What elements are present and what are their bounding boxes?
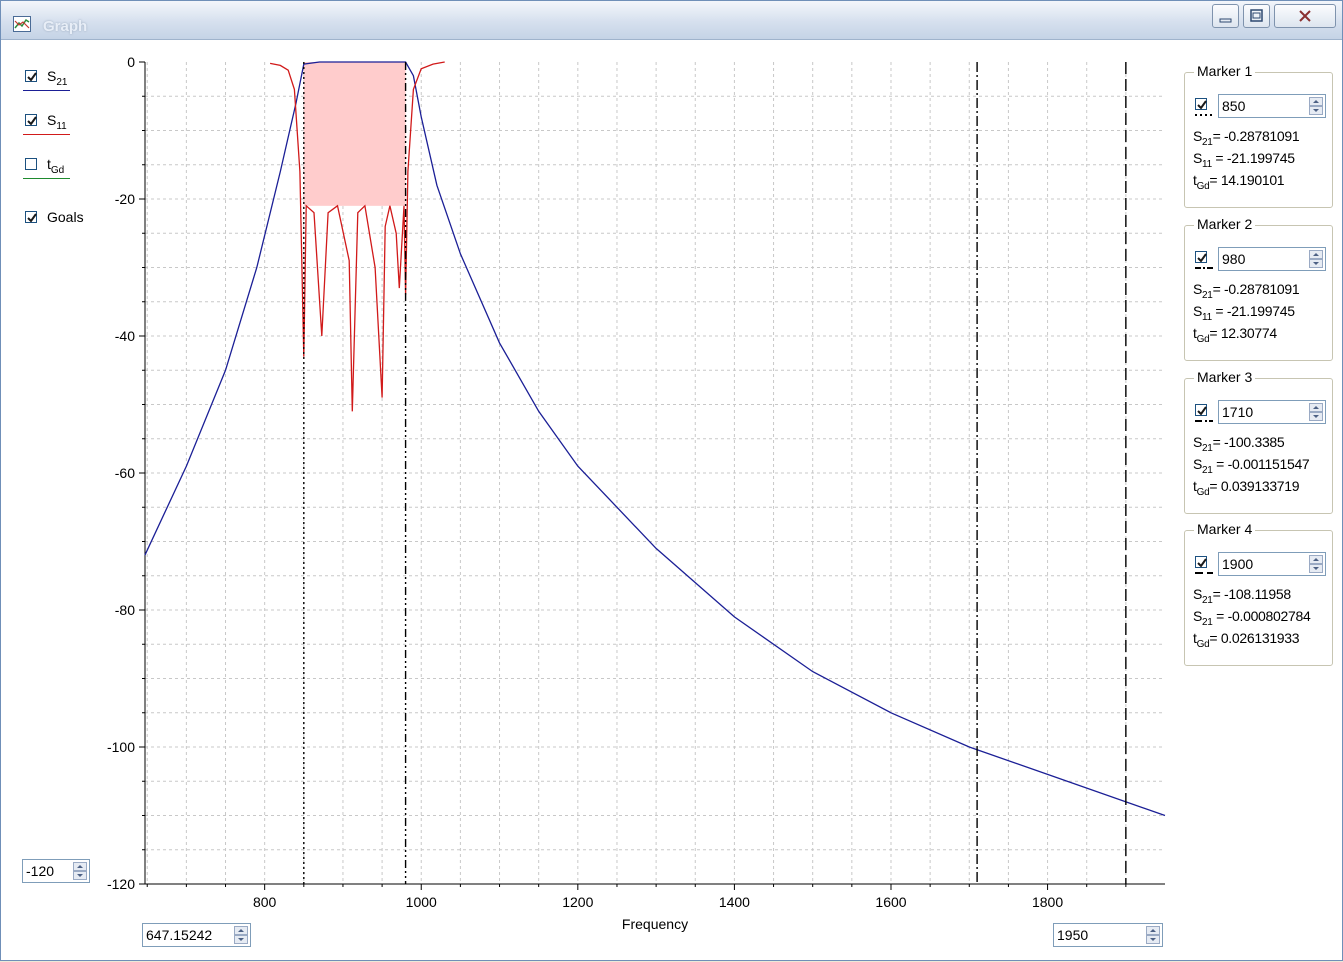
marker-tgd-readout: tGd= 0.026131933 <box>1193 630 1300 650</box>
marker-frequency-value: 1710 <box>1222 404 1254 420</box>
marker-title: Marker 3 <box>1194 369 1256 385</box>
checkmark-icon <box>1197 253 1207 263</box>
spin-arrows-icon[interactable] <box>1309 403 1323 421</box>
marker-frequency-value: 980 <box>1222 251 1246 267</box>
marker-4-panel: Marker 4 1900 S21= -108.11958 S21 = -0.0008… <box>1184 521 1333 666</box>
marker-title: Marker 1 <box>1194 63 1256 79</box>
spin-arrows-icon[interactable] <box>1309 97 1323 115</box>
goal-region <box>303 62 406 206</box>
y-tick-label: -60 <box>115 465 135 481</box>
marker-second-readout: S11 = -21.199745 <box>1193 150 1295 170</box>
marker-line-style <box>1195 114 1213 116</box>
y-tick-label: -40 <box>115 328 135 344</box>
spin-arrows-icon[interactable] <box>234 926 248 944</box>
marker-2-panel: Marker 2 980 S21= -0.28781091 S11 = -21.199… <box>1184 216 1333 361</box>
graph-app-icon <box>13 16 31 32</box>
marker-line-style <box>1195 420 1213 422</box>
marker-second-readout: S21 = -0.001151547 <box>1193 456 1310 476</box>
checkmark-icon <box>1197 100 1207 110</box>
marker-line-style <box>1195 572 1213 574</box>
marker-frequency-spinner[interactable]: 1710 <box>1218 400 1326 424</box>
y-min-value: -120 <box>26 863 55 879</box>
marker-tgd-readout: tGd= 0.039133719 <box>1193 478 1300 498</box>
x-tick-label: 1600 <box>875 894 906 910</box>
title-bar[interactable]: Graph <box>1 1 1342 40</box>
series-s11-line <box>269 61 445 412</box>
close-button[interactable] <box>1274 4 1336 28</box>
restore-icon <box>1250 9 1263 22</box>
x-tick-label: 800 <box>253 894 277 910</box>
minimize-icon <box>1219 18 1232 23</box>
x-tick-label: 1200 <box>562 894 593 910</box>
minimize-button[interactable] <box>1212 4 1239 28</box>
checkmark-icon <box>27 72 37 82</box>
marker-tgd-readout: tGd= 14.190101 <box>1193 172 1285 192</box>
s21-legend-line <box>23 90 70 91</box>
marker-frequency-value: 1900 <box>1222 556 1254 572</box>
x-min-spinner[interactable]: 647.15242 <box>142 923 251 947</box>
marker-title: Marker 4 <box>1194 521 1256 537</box>
close-icon <box>1299 10 1311 22</box>
s21-checkbox[interactable] <box>25 70 37 82</box>
marker-line-style <box>1195 267 1213 269</box>
marker-enable-checkbox[interactable] <box>1195 251 1207 263</box>
spin-arrows-icon[interactable] <box>1146 926 1160 944</box>
y-tick-label: 0 <box>127 54 135 70</box>
window-title: Graph <box>43 18 88 35</box>
y-tick-label: -80 <box>115 602 135 618</box>
x-max-value: 1950 <box>1057 927 1089 943</box>
marker-enable-checkbox[interactable] <box>1195 98 1207 110</box>
tgd-legend-label: tGd <box>47 156 65 176</box>
s11-checkbox[interactable] <box>25 114 37 126</box>
marker-enable-checkbox[interactable] <box>1195 556 1207 568</box>
marker-second-readout: S21 = -0.000802784 <box>1193 608 1311 628</box>
y-tick-label: -20 <box>115 191 135 207</box>
spin-arrows-icon[interactable] <box>1309 250 1323 268</box>
spin-arrows-icon[interactable] <box>73 862 87 880</box>
restore-button[interactable] <box>1243 4 1270 28</box>
s21-legend-label: S21 <box>47 68 68 88</box>
checkmark-icon <box>1197 558 1207 568</box>
checkmark-icon <box>1197 406 1207 416</box>
marker-frequency-spinner[interactable]: 850 <box>1218 94 1326 118</box>
x-max-spinner[interactable]: 1950 <box>1053 923 1163 947</box>
goals-label: Goals <box>47 209 84 225</box>
series-s21-line <box>144 61 1166 817</box>
marker-s21-readout: S21= -0.28781091 <box>1193 128 1300 148</box>
checkmark-icon <box>27 116 37 126</box>
marker-frequency-spinner[interactable]: 980 <box>1218 247 1326 271</box>
y-min-spinner[interactable]: -120 <box>22 859 90 883</box>
marker-1-panel: Marker 1 850 S21= -0.28781091 S11 = -21.199… <box>1184 63 1333 208</box>
x-tick-label: 1800 <box>1032 894 1063 910</box>
x-axis-label: Frequency <box>622 916 688 932</box>
marker-s21-readout: S21= -100.3385 <box>1193 434 1285 454</box>
goals-checkbox[interactable] <box>25 211 37 223</box>
marker-second-readout: S11 = -21.199745 <box>1193 303 1295 323</box>
x-tick-label: 1400 <box>719 894 750 910</box>
tgd-legend-line <box>23 178 70 179</box>
marker-title: Marker 2 <box>1194 216 1256 232</box>
spin-arrows-icon[interactable] <box>1309 555 1323 573</box>
checkmark-icon <box>27 213 37 223</box>
marker-3-panel: Marker 3 1710 S21= -100.3385 S21 = -0.00115… <box>1184 369 1333 514</box>
marker-frequency-spinner[interactable]: 1900 <box>1218 552 1326 576</box>
tgd-checkbox[interactable] <box>25 158 37 170</box>
s11-legend-label: S11 <box>47 112 67 132</box>
marker-tgd-readout: tGd= 12.30774 <box>1193 325 1277 345</box>
y-tick-label: -100 <box>107 739 135 755</box>
x-tick-label: 1000 <box>406 894 437 910</box>
x-min-value: 647.15242 <box>146 927 213 943</box>
marker-s21-readout: S21= -0.28781091 <box>1193 281 1300 301</box>
s11-legend-line <box>23 134 70 135</box>
marker-s21-readout: S21= -108.11958 <box>1193 586 1291 606</box>
marker-enable-checkbox[interactable] <box>1195 404 1207 416</box>
y-tick-label: -120 <box>107 876 135 892</box>
marker-frequency-value: 850 <box>1222 98 1246 114</box>
